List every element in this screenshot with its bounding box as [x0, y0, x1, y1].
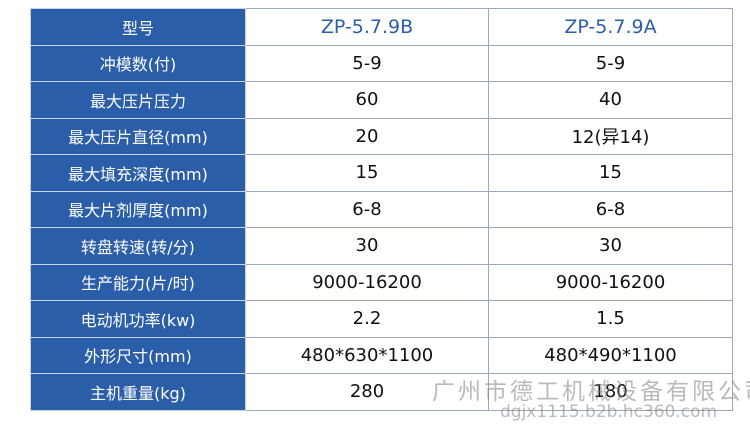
cell: 5-9	[245, 44, 489, 82]
table-row: 外形尺寸(mm) 480*630*1100 480*490*1100	[30, 336, 733, 374]
table-row: 主机重量(kg) 280 180	[30, 373, 733, 411]
cell: 280	[245, 373, 489, 411]
table-row: 最大压片压力 60 40	[30, 81, 733, 119]
row-label: 最大压片压力	[30, 81, 246, 119]
cell: 30	[245, 227, 489, 265]
row-label: 生产能力(片/时)	[30, 263, 246, 301]
spec-table: 型号 ZP-5.7.9B ZP-5.7.9A 冲模数(付) 5-9 5-9 最大压片压力 60…	[30, 8, 733, 411]
table-row: 型号 ZP-5.7.9B ZP-5.7.9A	[30, 8, 733, 46]
table-row: 生产能力(片/时) 9000-16200 9000-16200	[30, 263, 733, 301]
table-row: 最大压片直径(mm) 20 12(异14)	[30, 117, 733, 155]
cell: 15	[245, 154, 489, 192]
cell: 40	[488, 81, 733, 119]
row-label: 冲模数(付)	[30, 44, 246, 82]
table-row: 冲模数(付) 5-9 5-9	[30, 44, 733, 82]
cell: 15	[488, 154, 733, 192]
cell: 2.2	[245, 300, 489, 338]
cell: 6-8	[245, 190, 489, 228]
cell: ZP-5.7.9A	[488, 8, 733, 46]
cell: ZP-5.7.9B	[245, 8, 489, 46]
cell: 20	[245, 117, 489, 155]
cell: 1.5	[488, 300, 733, 338]
table-row: 电动机功率(kw) 2.2 1.5	[30, 300, 733, 338]
cell: 9000-16200	[488, 263, 733, 301]
table-row: 转盘转速(转/分) 30 30	[30, 227, 733, 265]
table-row: 最大填充深度(mm) 15 15	[30, 154, 733, 192]
cell: 480*490*1100	[488, 336, 733, 374]
cell: 180	[488, 373, 733, 411]
row-label: 转盘转速(转/分)	[30, 227, 246, 265]
watermark-company: 广州市德工机械设备有限公司	[432, 379, 750, 405]
row-label: 外形尺寸(mm)	[30, 336, 246, 374]
row-label: 最大压片直径(mm)	[30, 117, 246, 155]
table-row: 最大片剂厚度(mm) 6-8 6-8	[30, 190, 733, 228]
cell: 6-8	[488, 190, 733, 228]
row-label: 电动机功率(kw)	[30, 300, 246, 338]
row-label: 型号	[30, 8, 246, 46]
cell: 9000-16200	[245, 263, 489, 301]
row-label: 主机重量(kg)	[30, 373, 246, 411]
watermark-site: dgjx1115.b2b.hc360.com	[500, 402, 718, 422]
cell: 5-9	[488, 44, 733, 82]
row-label: 最大片剂厚度(mm)	[30, 190, 246, 228]
cell: 30	[488, 227, 733, 265]
cell: 12(异14)	[488, 117, 733, 155]
cell: 60	[245, 81, 489, 119]
cell: 480*630*1100	[245, 336, 489, 374]
row-label: 最大填充深度(mm)	[30, 154, 246, 192]
